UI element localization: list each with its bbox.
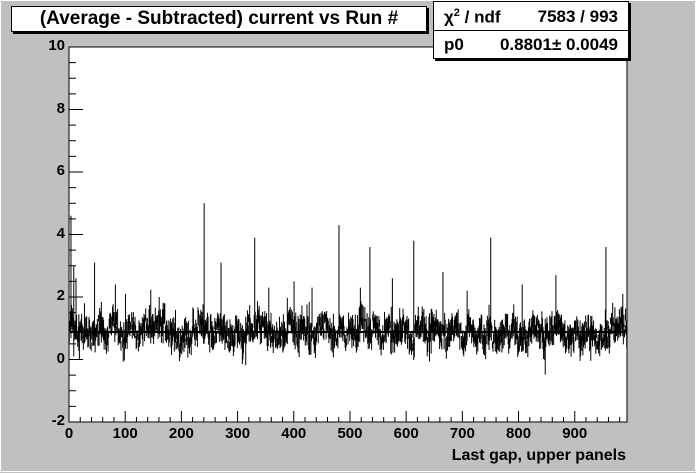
param-error: 0.0049 xyxy=(566,35,618,54)
x-tick-label: 200 xyxy=(168,425,194,442)
chi2-superscript: 2 xyxy=(453,7,460,19)
x-tick-label: 600 xyxy=(393,425,419,442)
plot-frame xyxy=(68,46,628,423)
x-tick-label: 700 xyxy=(449,425,475,442)
y-tick-label: 0 xyxy=(56,349,65,367)
x-tick-label: 800 xyxy=(506,425,532,442)
fit-stats-box: χ2 / ndf 7583 / 993 p0 0.8801± 0.0049 xyxy=(433,1,629,59)
x-tick-label: 500 xyxy=(337,425,363,442)
chart-title: (Average - Subtracted) current vs Run # xyxy=(39,8,399,29)
y-tick-label: 8 xyxy=(56,99,65,117)
y-tick-label: -2 xyxy=(51,412,65,429)
param-value: 0.8801± 0.0049 xyxy=(499,35,618,54)
chi2-row: χ2 / ndf 7583 / 993 xyxy=(434,2,628,31)
x-tick-label: 300 xyxy=(225,425,251,442)
param-name: p0 xyxy=(444,35,464,54)
chi2-value: 7583 / 993 xyxy=(537,7,618,26)
y-tick-label: 6 xyxy=(56,162,65,179)
param-row: p0 0.8801± 0.0049 xyxy=(434,30,628,58)
x-tick-label: 100 xyxy=(112,425,138,442)
tick-marks xyxy=(68,46,621,423)
y-tick-label: 4 xyxy=(56,224,65,242)
x-tick-label: 400 xyxy=(281,425,307,442)
data-points xyxy=(68,203,628,375)
x-axis-title: Last gap, upper panels xyxy=(451,447,626,464)
param-value-number: 0.8801 xyxy=(499,35,552,54)
chart-title-box: (Average - Subtracted) current vs Run # xyxy=(11,6,427,32)
y-tick-label: 10 xyxy=(48,37,65,54)
chi2-label: χ2 / ndf xyxy=(444,7,501,27)
y-tick-label: 2 xyxy=(56,287,65,304)
x-tick-label: 900 xyxy=(562,425,588,442)
x-tick-label: 0 xyxy=(64,425,74,442)
